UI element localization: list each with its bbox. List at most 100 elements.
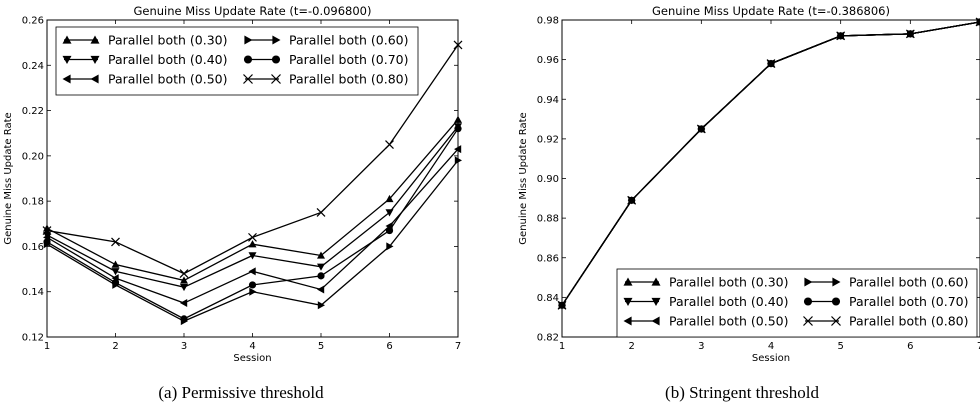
x-tick-label: 3: [181, 341, 187, 352]
legend: Parallel both (0.30) Parallel both (0.40)…: [616, 268, 978, 338]
legend-label: Parallel both (0.80): [849, 314, 968, 329]
x-tick-label: 6: [386, 341, 392, 352]
x-tick-label: 4: [249, 341, 255, 352]
data-point: [317, 251, 325, 259]
legend-marker: [651, 316, 660, 326]
data-point: [179, 269, 189, 279]
y-tick-label: 0.94: [537, 95, 559, 106]
data-point: [248, 252, 257, 260]
legend-marker: [832, 277, 841, 287]
legend-marker: [803, 297, 813, 306]
data-point: [385, 194, 394, 203]
data-point: [180, 299, 188, 308]
legend-label: Parallel both (0.40): [669, 294, 788, 309]
legend-marker: [831, 297, 841, 306]
data-point: [248, 232, 257, 242]
legend-marker: [623, 277, 633, 286]
legend-marker: [243, 55, 253, 64]
legend: Parallel both (0.30) Parallel both (0.40)…: [55, 26, 419, 96]
legend-item: Parallel both (0.30): [62, 33, 227, 48]
x-axis-label: Session: [752, 353, 790, 364]
y-tick-label: 0.22: [22, 106, 44, 117]
chart-title: Genuine Miss Update Rate (t=-0.096800): [133, 4, 371, 18]
legend-marker: [803, 316, 813, 326]
data-point: [836, 31, 846, 41]
plot-frame: [46, 19, 459, 338]
legend-label: Parallel both (0.70): [849, 294, 968, 309]
data-point: [317, 301, 325, 310]
series-line: [46, 148, 459, 304]
legend-item: Parallel both (0.40): [62, 52, 227, 67]
y-tick-label: 0.84: [537, 293, 559, 304]
legend-marker: [243, 74, 253, 84]
data-point: [386, 242, 394, 251]
data-point: [180, 276, 188, 284]
data-point: [248, 281, 257, 289]
y-axis-label: Genuine Miss Update Rate: [518, 112, 529, 244]
series-line: [46, 126, 459, 288]
legend-label: Parallel both (0.30): [669, 275, 788, 290]
legend-label: Parallel both (0.80): [289, 72, 408, 87]
legend-label: Parallel both (0.60): [289, 33, 408, 48]
data-point: [248, 267, 256, 276]
y-tick-label: 0.18: [22, 197, 44, 208]
x-tick-label: 3: [698, 341, 704, 352]
legend-marker: [651, 277, 661, 286]
x-tick-label: 2: [112, 341, 118, 352]
data-point: [316, 208, 326, 217]
data-point: [905, 29, 915, 39]
y-tick-label: 0.88: [537, 214, 559, 225]
data-point: [317, 285, 325, 294]
y-tick-label: 0.98: [537, 16, 559, 27]
legend-marker: [804, 277, 813, 287]
legend-item: Parallel both (0.40): [623, 294, 788, 309]
data-point: [385, 209, 394, 217]
legend-item: Parallel both (0.50): [623, 314, 788, 329]
chart-stringent: Genuine Miss Update Rate (t=-0.386806) 1 2…: [518, 4, 980, 364]
y-tick-label: 0.20: [22, 151, 44, 162]
legend-marker: [90, 55, 100, 64]
chart-title: Genuine Miss Update Rate (t=-0.386806): [652, 4, 890, 18]
x-axis-label: Session: [233, 353, 271, 364]
x-tick-label: 5: [837, 341, 843, 352]
data-point: [111, 237, 120, 247]
y-axis-label: Genuine Miss Update Rate: [3, 112, 14, 244]
legend-marker: [90, 35, 100, 44]
data-point: [248, 240, 257, 248]
legend-item: Parallel both (0.60): [804, 275, 968, 290]
y-tick-label: 0.12: [22, 333, 44, 344]
legend-marker: [623, 316, 632, 326]
data-point: [975, 17, 980, 27]
legend-item: Parallel both (0.80): [803, 314, 968, 329]
chart-permissive: Genuine Miss Update Rate (t=-0.096800) 1 2…: [3, 4, 463, 364]
legend-marker: [272, 35, 281, 45]
y-tick-label: 0.24: [22, 61, 44, 72]
legend-label: Parallel both (0.40): [108, 52, 227, 67]
x-tick-label: 5: [318, 341, 324, 352]
legend-item: Parallel both (0.80): [243, 72, 408, 87]
data-point: [766, 59, 776, 69]
data-point: [696, 124, 706, 134]
legend-marker: [271, 74, 281, 84]
legend-box: [616, 268, 978, 338]
x-tick-label: 1: [559, 341, 565, 352]
caption-permissive: (a) Permissive threshold: [158, 383, 324, 402]
series-group: [42, 40, 463, 326]
legend-item: Parallel both (0.70): [803, 294, 968, 309]
legend-label: Parallel both (0.50): [108, 72, 227, 87]
y-tick-label: 0.86: [537, 253, 559, 264]
data-point: [111, 279, 120, 287]
y-tick-label: 0.92: [537, 134, 559, 145]
legend-marker: [90, 74, 99, 84]
legend-item: Parallel both (0.50): [62, 72, 227, 87]
y-tick-label: 0.96: [537, 55, 559, 66]
series-group: [557, 17, 980, 310]
data-point: [627, 195, 637, 205]
legend-marker: [271, 55, 281, 64]
legend-box: [55, 26, 419, 96]
x-tick-label: 7: [977, 341, 980, 352]
legend-label: Parallel both (0.70): [289, 52, 408, 67]
legend-marker: [831, 316, 841, 326]
x-tick-label: 1: [44, 341, 50, 352]
data-point: [111, 260, 120, 268]
